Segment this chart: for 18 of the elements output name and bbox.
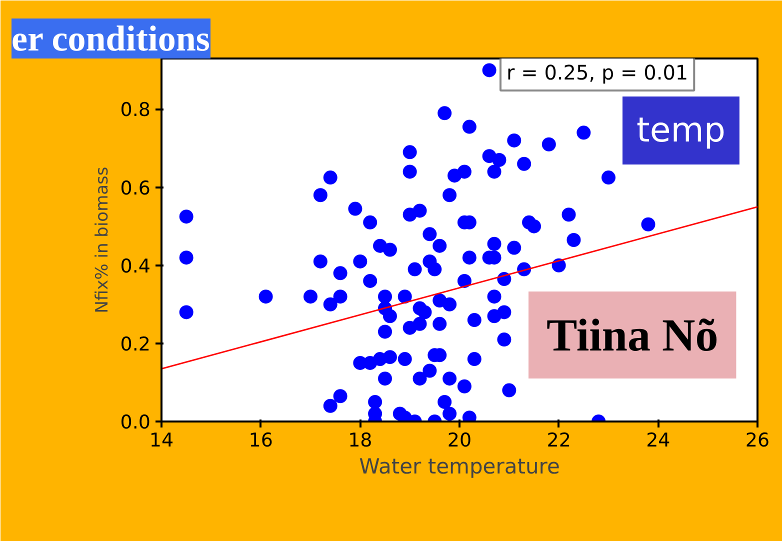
chart-title: er conditions xyxy=(12,18,210,58)
y-axis-title: Nfix% in biomass xyxy=(92,166,112,314)
y-tick-label: 0.4 xyxy=(120,255,150,278)
x-tick-label: 20 xyxy=(447,430,472,452)
annotation: Tiina Nõ xyxy=(546,310,718,360)
y-tick-label: 0.0 xyxy=(120,412,150,434)
x-tick-label: 18 xyxy=(348,430,372,452)
y-tick-label: 0.8 xyxy=(120,99,150,122)
x-axis-title: Water temperature xyxy=(359,454,560,478)
x-tick-label: 22 xyxy=(546,430,571,452)
y-tick-label: 0.6 xyxy=(120,177,150,200)
x-tick-label: 14 xyxy=(149,430,174,452)
annotation: temp xyxy=(636,110,726,150)
annotation: r = 0.25, p = 0.01 xyxy=(506,60,688,84)
x-tick-label: 26 xyxy=(745,430,770,452)
y-tick-label: 0.2 xyxy=(120,333,150,356)
x-tick-label: 24 xyxy=(646,430,670,452)
x-tick-label: 16 xyxy=(248,430,273,452)
